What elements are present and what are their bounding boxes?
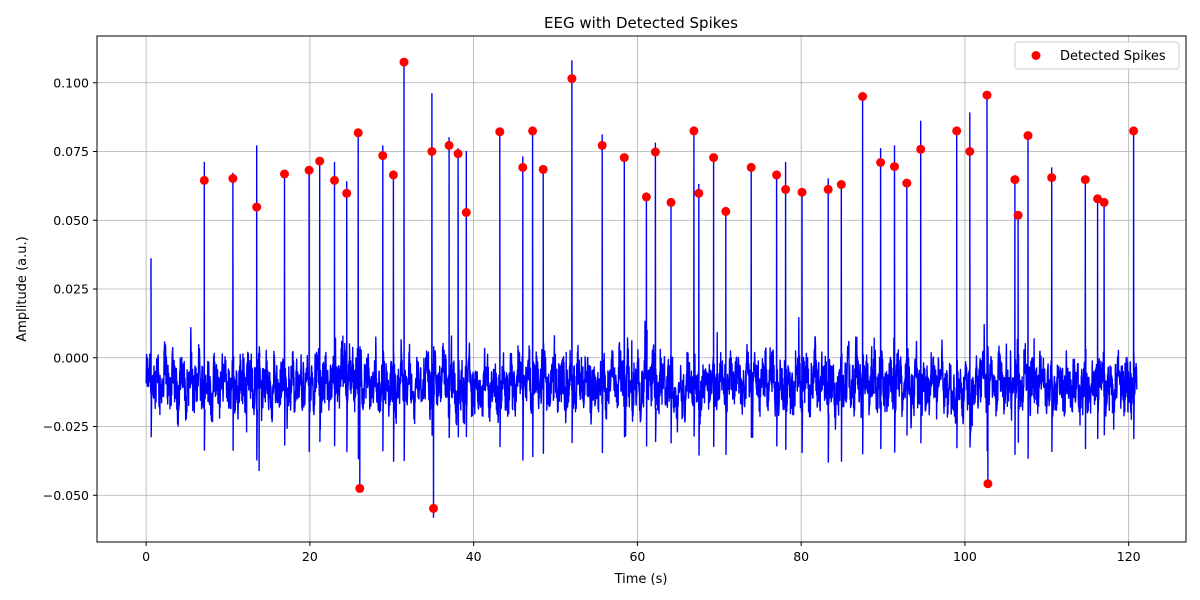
detected-spike-point [429,503,438,513]
detected-spike-point [280,169,289,179]
x-axis-label: Time (s) [614,572,668,587]
y-tick-label: 0.000 [53,350,89,365]
detected-spike-point [983,479,993,489]
x-tick-label: 80 [793,549,809,564]
detected-spike-point [916,144,926,154]
detected-spike-point [355,483,365,493]
legend-label-detected-spikes: Detected Spikes [1060,49,1166,64]
detected-spike-point [378,151,388,161]
detected-spike-point [495,127,505,137]
detected-spike-point [1099,197,1109,207]
detected-spike-point [1013,210,1023,220]
detected-spike-point [1129,126,1139,136]
detected-spike-point [902,178,912,188]
detected-spike-point [746,162,756,172]
detected-spike-point [388,170,398,180]
x-tick-label: 0 [142,549,150,564]
detected-spike-point [890,162,899,172]
detected-spike-point [304,165,314,175]
x-tick-label: 60 [629,549,645,564]
x-tick-label: 100 [953,549,977,564]
detected-spike-point [772,170,782,180]
grid [97,36,1186,542]
detected-spike-point [650,147,660,157]
detected-spike-point [538,164,548,174]
detected-spike-point [1080,175,1090,185]
detected-spike-point [199,175,209,185]
detected-spike-point [965,147,975,156]
x-tick-label: 120 [1117,549,1141,564]
detected-spike-point [836,180,846,189]
detected-spike-point [709,153,719,163]
detected-spike-point [666,197,676,207]
y-tick-label: 0.050 [53,213,89,228]
y-tick-label: 0.025 [53,282,89,297]
legend: Detected Spikes [1014,41,1180,70]
detected-spike-point [342,188,352,198]
detected-spike-point [461,208,471,217]
detected-spike-point [427,147,437,156]
eeg-signal-line [145,60,1138,518]
detected-spike-point [228,174,238,183]
y-axis-label: Amplitude (a.u.) [15,236,30,341]
detected-spike-point [823,184,833,194]
detected-spike-point [619,153,629,163]
detected-spike-point [315,156,325,166]
legend-marker-detected-spikes [1031,51,1041,60]
y-tick-label: 0.075 [53,144,89,159]
x-tick-label: 40 [466,549,482,564]
signal-layer [145,60,1138,518]
detected-spike-point [1047,173,1057,183]
detected-spike-point [330,175,339,185]
detected-spike-point [353,128,363,138]
detected-spike-point [1023,131,1033,141]
detected-spike-point [453,149,463,159]
detected-spike-point [518,162,528,172]
y-tick-label: 0.100 [53,75,89,90]
detected-spike-point [721,206,731,216]
detected-spike-point [982,90,992,100]
y-tick-label: −0.050 [43,488,89,503]
detected-spike-point [567,74,577,84]
detected-spike-point [641,192,651,202]
detected-spike-point [597,140,607,150]
chart-title: EEG with Detected Spikes [544,14,738,32]
detected-spike-point [858,92,868,101]
detected-spike-point [1010,175,1020,185]
detected-spike-point [528,126,538,136]
detected-spike-point [781,184,791,194]
x-axis-ticks: 0 20 40 60 80 100 120 [142,542,1141,564]
detected-spike-point [689,126,699,136]
detected-spike-point [399,57,409,67]
legend-box [1014,41,1180,70]
y-axis-ticks: −0.050 −0.025 0.000 0.025 0.050 0.075 0.100 [43,75,97,503]
y-tick-label: −0.025 [43,419,89,434]
detected-spike-point [876,158,886,167]
detected-spike-point [252,202,262,212]
detected-spike-point [797,187,807,197]
x-tick-label: 20 [302,549,318,564]
detected-spike-point [952,126,962,136]
detected-spike-point [444,140,454,150]
detected-spikes-layer [199,57,1139,513]
detected-spike-point [694,188,704,198]
